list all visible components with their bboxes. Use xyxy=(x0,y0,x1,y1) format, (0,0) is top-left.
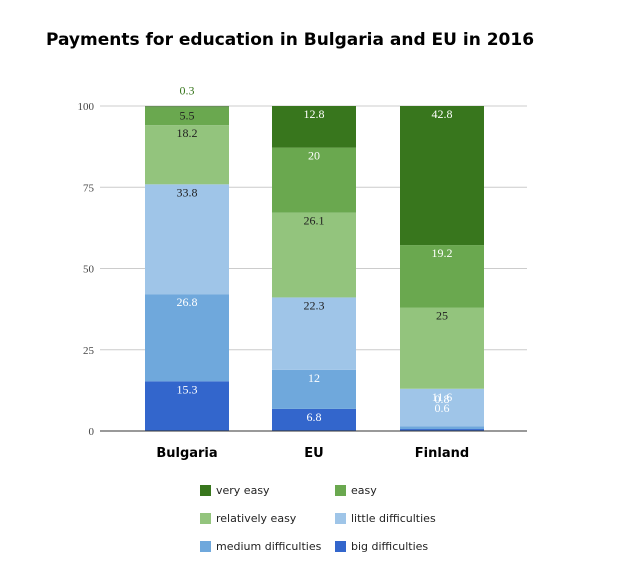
legend-swatch xyxy=(335,513,346,524)
legend-label: relatively easy xyxy=(216,512,297,525)
x-category-label: Bulgaria xyxy=(156,446,217,461)
bar-segment xyxy=(400,106,484,246)
y-tick-label: 100 xyxy=(78,101,95,113)
bar-segment xyxy=(272,212,356,298)
data-label: 0.6 xyxy=(435,401,450,415)
y-tick-label: 0 xyxy=(89,426,95,438)
stacked-bar-chart: 15.3 26.8 33.8 18.2 5.5 0.3 6.8 12 22.3 26.1 20 12.… xyxy=(78,83,527,461)
legend-swatch xyxy=(335,485,346,496)
legend-item: very easy xyxy=(200,484,270,497)
x-category-label: EU xyxy=(304,446,323,461)
legend-item: little difficulties xyxy=(335,512,436,525)
legend-swatch xyxy=(200,485,211,496)
legend-label: medium difficulties xyxy=(216,540,322,553)
bar-segment xyxy=(400,426,484,430)
bar-segment xyxy=(145,184,229,295)
bar-segment xyxy=(145,106,229,108)
data-label: 11.6 xyxy=(432,390,453,404)
data-label: 22.3 xyxy=(304,298,325,312)
data-label: 5.5 xyxy=(180,108,195,122)
legend-swatch xyxy=(200,513,211,524)
data-label: 42.8 xyxy=(432,107,453,121)
axes: 0 25 50 75 100 Bulgaria EU Finland xyxy=(78,101,527,461)
legend-label: big difficulties xyxy=(351,540,429,553)
y-tick-label: 50 xyxy=(83,264,95,276)
data-label: 33.8 xyxy=(177,185,198,199)
legend-swatch xyxy=(200,541,211,552)
y-tick-label: 25 xyxy=(83,345,95,357)
data-label: 0.8 xyxy=(435,392,450,406)
bar-segment xyxy=(272,408,356,431)
legend-label: easy xyxy=(351,484,377,497)
data-label: 19.2 xyxy=(432,246,453,260)
legend-label: very easy xyxy=(216,484,270,497)
legend-item: easy xyxy=(335,484,377,497)
bar-segment xyxy=(272,106,356,148)
data-labels: 15.3 26.8 33.8 18.2 5.5 0.3 6.8 12 22.3 26.1 20 12.… xyxy=(177,83,453,424)
legend-item: big difficulties xyxy=(335,540,428,553)
legend-item: relatively easy xyxy=(200,512,296,525)
data-label: 12 xyxy=(308,371,320,385)
chart-title: Payments for education in Bulgaria and E… xyxy=(45,30,535,50)
bar-segment xyxy=(272,369,356,409)
bar-segment xyxy=(400,429,484,431)
bars xyxy=(145,106,484,431)
bar-segment xyxy=(400,307,484,389)
x-category-label: Finland xyxy=(415,446,469,461)
data-label: 18.2 xyxy=(177,126,198,140)
data-label: 26.8 xyxy=(177,295,198,309)
bar-segment xyxy=(145,107,229,126)
y-tick-label: 75 xyxy=(83,182,95,194)
data-label: 20 xyxy=(308,149,320,163)
bar-segment xyxy=(272,297,356,370)
bar-segment xyxy=(145,294,229,382)
data-label: 15.3 xyxy=(177,382,198,396)
bar-segment xyxy=(272,147,356,213)
legend-label: little difficulties xyxy=(351,512,436,525)
data-label: 12.8 xyxy=(304,107,325,121)
legend-item: medium difficulties xyxy=(200,540,321,553)
legend-swatch xyxy=(335,541,346,552)
bar-segment xyxy=(145,381,229,431)
bar-segment xyxy=(145,125,229,185)
bar-segment xyxy=(400,245,484,308)
bar-segment xyxy=(400,388,484,427)
data-label: 25 xyxy=(436,309,448,323)
data-label: 0.3 xyxy=(180,83,195,97)
data-label: 26.1 xyxy=(304,214,325,228)
data-label: 6.8 xyxy=(307,410,322,424)
